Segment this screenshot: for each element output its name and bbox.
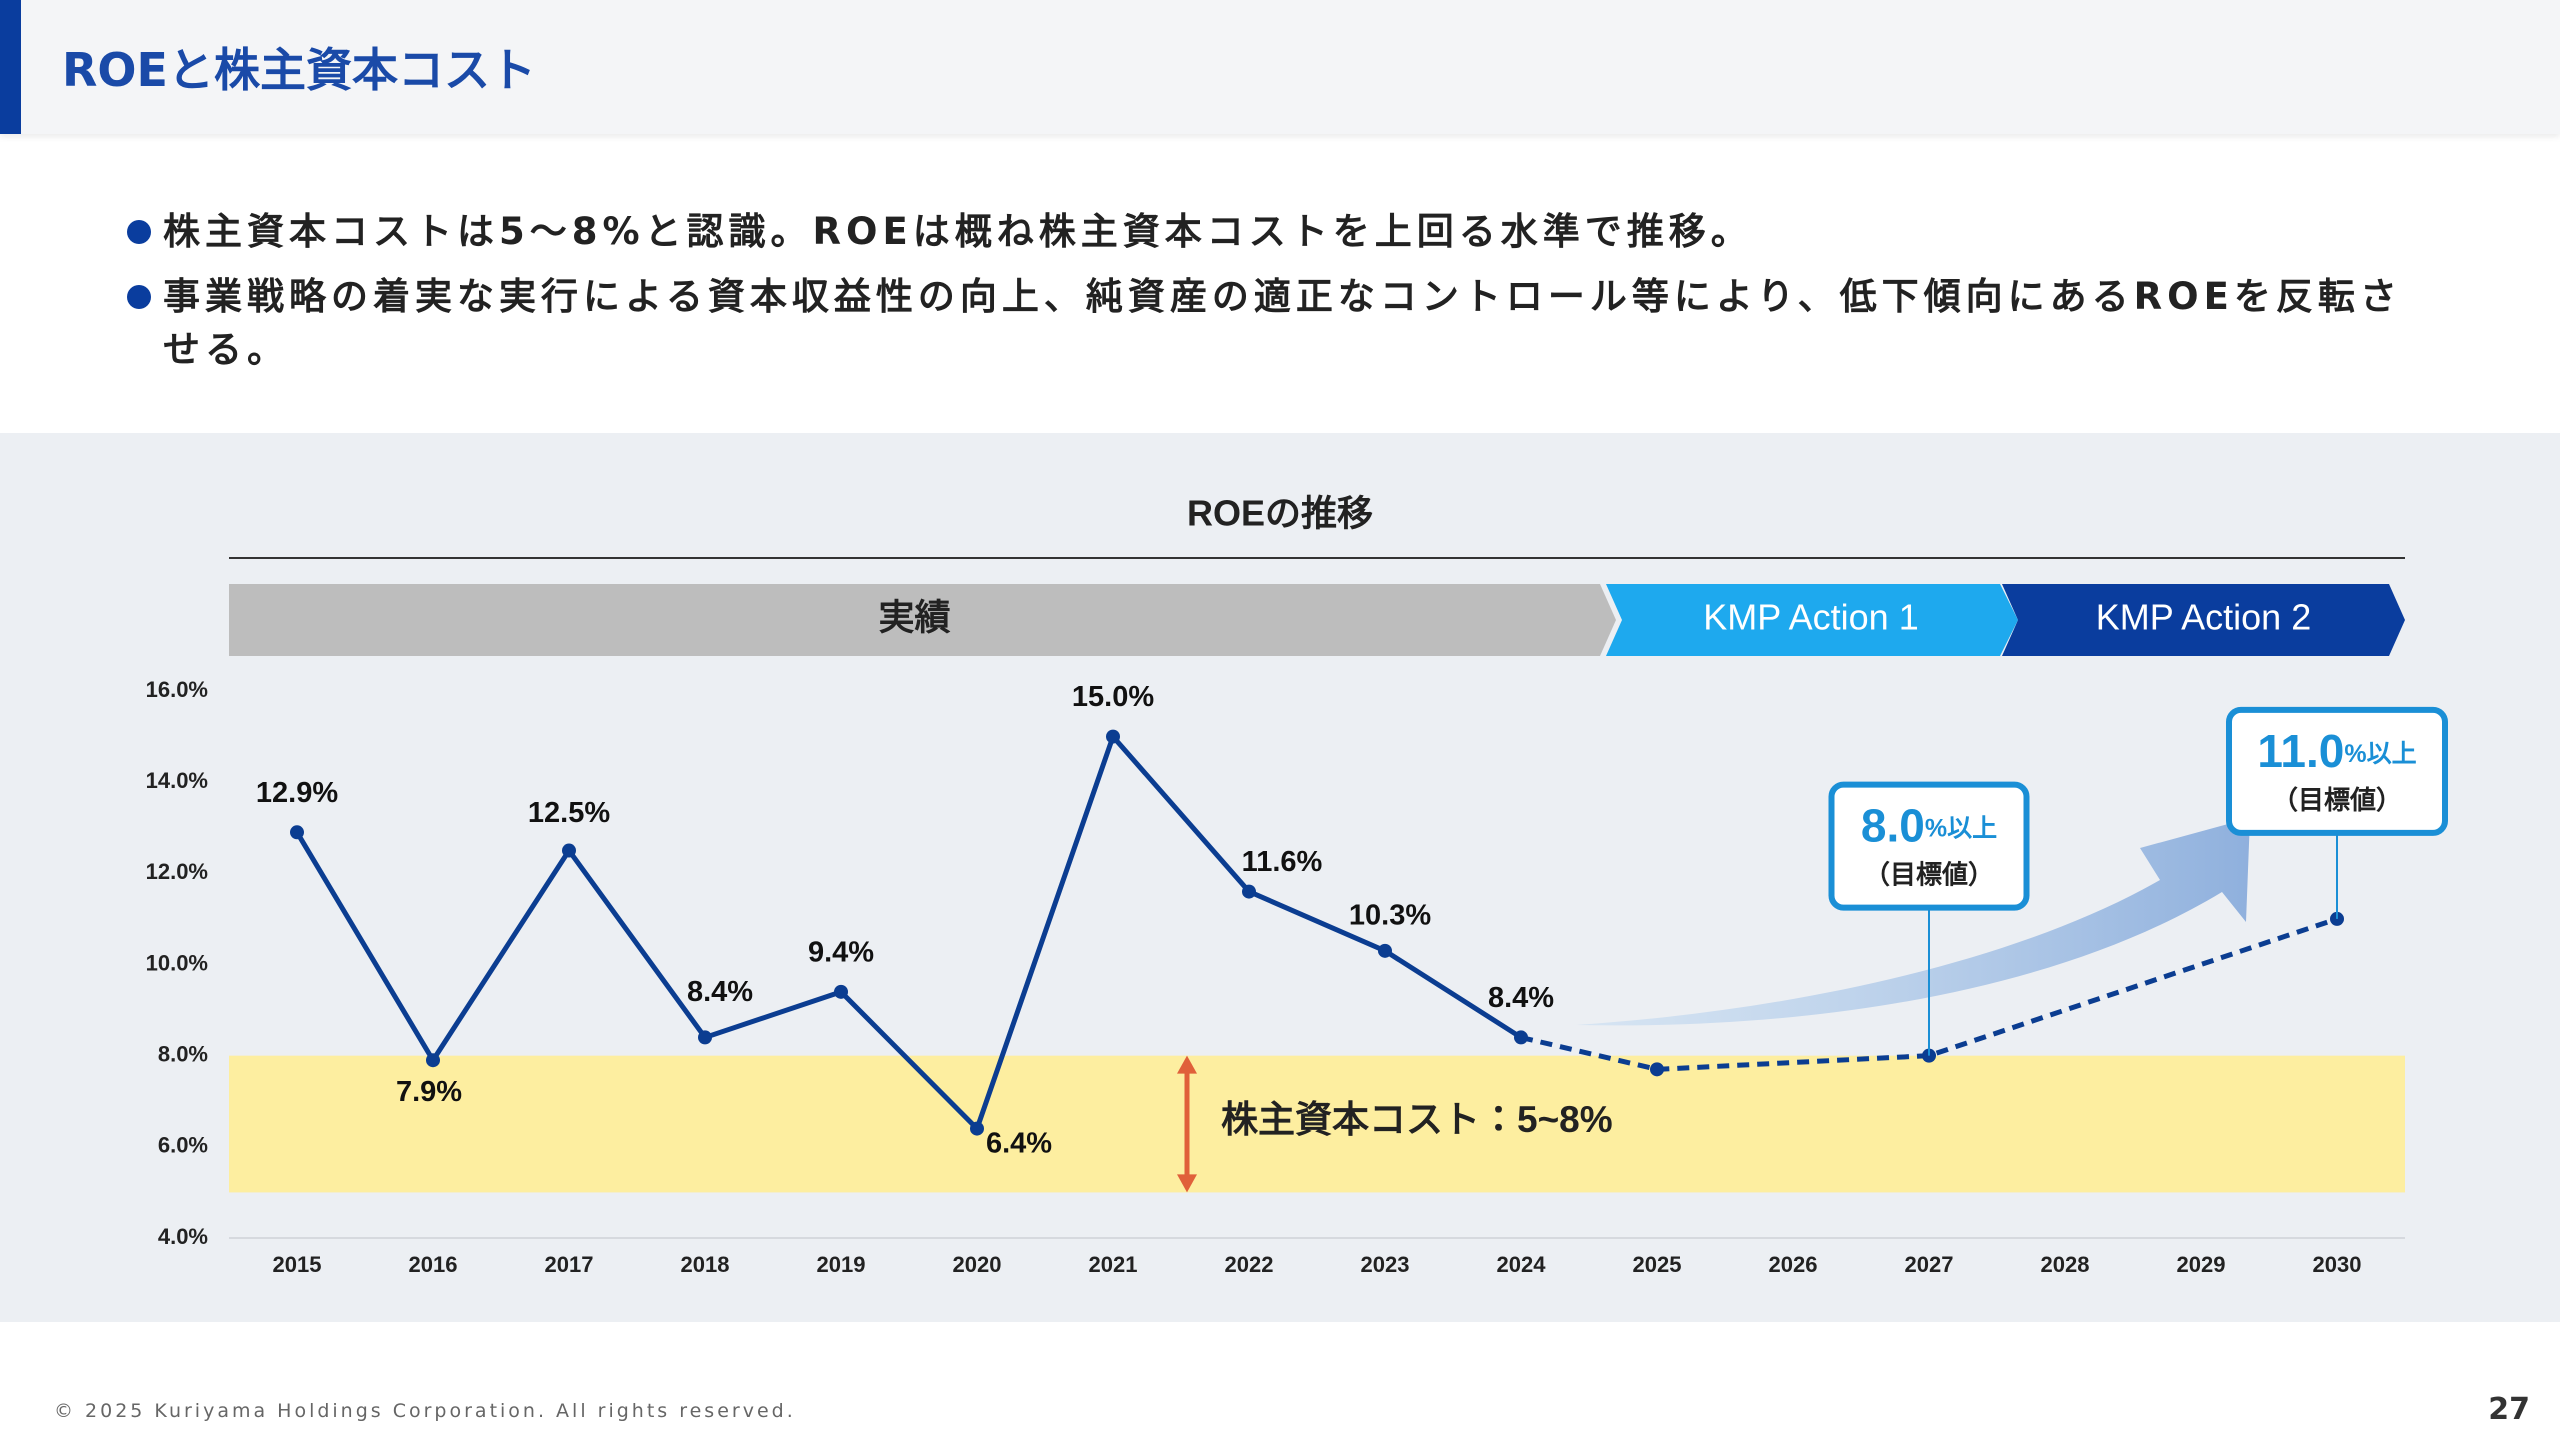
data-point (1514, 1030, 1528, 1045)
target-suffix: %以上 (2344, 740, 2416, 768)
phase-label: KMP Action 2 (2096, 597, 2311, 638)
data-point (1106, 729, 1120, 744)
target-value: 8.0%以上 (1861, 800, 1997, 852)
data-label: 11.6% (1242, 846, 1323, 878)
data-point (1650, 1062, 1664, 1077)
y-tick-label: 16.0% (146, 677, 208, 702)
x-tick-label: 2027 (1905, 1252, 1954, 1277)
plot: 実績 KMP Action 1 KMP Action 2 株主資本コスト：5~8% 4.… (146, 584, 2448, 1277)
data-label: 7.9% (396, 1076, 462, 1108)
data-label: 15.0% (1072, 681, 1154, 713)
phase-label: KMP Action 1 (1703, 597, 1918, 638)
data-point (970, 1121, 984, 1136)
target-note: （目標値） (1864, 860, 1994, 890)
phase-band (229, 584, 1616, 656)
x-tick-label: 2015 (273, 1252, 322, 1277)
phase-band (2002, 584, 2405, 656)
x-tick-label: 2023 (1361, 1252, 1410, 1277)
cost-band (229, 1055, 2405, 1193)
y-tick-label: 12.0% (146, 859, 208, 884)
x-tick-label: 2020 (953, 1252, 1002, 1277)
y-tick-label: 6.0% (158, 1133, 208, 1158)
bullet: 株主資本コストは5〜8%と認識。ROEは概ね株主資本コストを上回る水準で推移。 (125, 205, 2405, 258)
x-tick-label: 2024 (1497, 1252, 1547, 1277)
x-tick-label: 2026 (1769, 1252, 1818, 1277)
growth-arrow (1576, 818, 2250, 1026)
target-callout (1828, 781, 2030, 911)
series-line (1520, 916, 2338, 1072)
x-tick-label: 2022 (1225, 1252, 1274, 1277)
data-label: 8.4% (1488, 982, 1554, 1014)
data-label: 10.3% (1349, 899, 1431, 931)
phase-label: 実績 (878, 597, 950, 638)
cost-band-label: 株主資本コスト：5~8% (1221, 1099, 1613, 1140)
x-tick-label: 2030 (2313, 1252, 2362, 1277)
y-tick-label: 8.0% (158, 1041, 208, 1066)
x-tick-label: 2025 (1633, 1252, 1682, 1277)
target-number: 11.0 (2257, 725, 2344, 777)
target-note: （目標値） (2272, 785, 2402, 815)
x-tick-label: 2018 (681, 1252, 730, 1277)
data-point (698, 1030, 712, 1045)
page-title: ROEと株主資本コスト (62, 43, 536, 97)
cost-arrow-head (1177, 1174, 1197, 1193)
target-suffix: %以上 (1925, 814, 1997, 842)
data-label: 6.4% (986, 1127, 1052, 1159)
x-tick-label: 2017 (545, 1252, 594, 1277)
page-number: 27 (2488, 1392, 2530, 1427)
data-label: 12.9% (256, 777, 338, 809)
target-callout (2226, 706, 2448, 836)
data-point (834, 984, 848, 999)
data-label: 9.4% (808, 937, 874, 969)
series-line (294, 731, 1523, 1134)
data-point (290, 825, 304, 840)
x-tick-label: 2016 (409, 1252, 458, 1277)
header-accent (0, 0, 21, 134)
data-point (426, 1053, 440, 1068)
target-number: 8.0 (1861, 800, 1925, 852)
x-tick-label: 2028 (2041, 1252, 2090, 1277)
data-label: 12.5% (528, 797, 610, 829)
data-label: 8.4% (687, 976, 753, 1008)
data-point (1378, 943, 1392, 958)
copyright: © 2025 Kuriyama Holdings Corporation. Al… (54, 1400, 796, 1422)
bullet-list: 株主資本コストは5〜8%と認識。ROEは概ね株主資本コストを上回る水準で推移。事… (125, 205, 2405, 388)
phase-band (1606, 584, 2018, 656)
x-tick-label: 2019 (817, 1252, 866, 1277)
x-tick-label: 2021 (1089, 1252, 1138, 1277)
y-tick-label: 4.0% (158, 1224, 208, 1249)
header: ROEと株主資本コスト (0, 0, 2560, 134)
cost-arrow-head (1177, 1055, 1197, 1074)
data-point (562, 843, 576, 858)
y-tick-label: 10.0% (146, 950, 208, 975)
bullet: 事業戦略の着実な実行による資本収益性の向上、純資産の適正なコントロール等により、… (125, 270, 2405, 376)
target-value: 11.0%以上 (2257, 725, 2416, 777)
x-tick-label: 2029 (2177, 1252, 2226, 1277)
chart-title: ROEの推移 (1187, 493, 1373, 534)
data-point (1242, 884, 1256, 899)
y-tick-label: 14.0% (146, 768, 208, 793)
